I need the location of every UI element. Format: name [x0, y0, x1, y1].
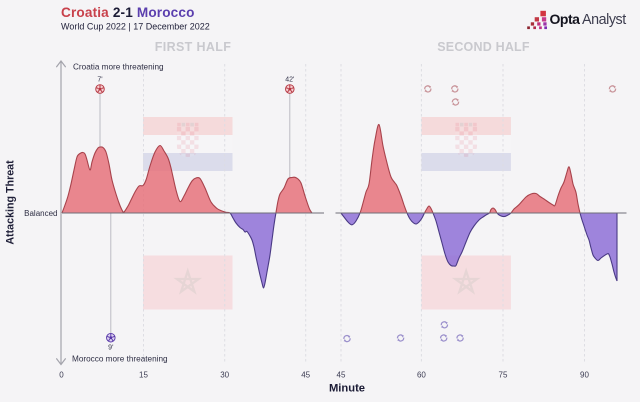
- svg-text:9': 9': [108, 345, 113, 352]
- svg-text:30: 30: [220, 370, 229, 379]
- svg-text:Analyst: Analyst: [582, 12, 626, 28]
- svg-text:Balanced: Balanced: [24, 209, 57, 218]
- svg-text:45: 45: [337, 370, 346, 379]
- svg-text:World Cup 2022 | 17 December 2: World Cup 2022 | 17 December 2022: [61, 21, 210, 31]
- svg-text:Morocco more threatening: Morocco more threatening: [72, 355, 168, 364]
- svg-text:Croatia 2-1 Morocco: Croatia 2-1 Morocco: [61, 5, 195, 20]
- svg-text:7': 7': [97, 77, 102, 84]
- svg-text:42': 42': [285, 77, 294, 84]
- svg-text:SECOND HALF: SECOND HALF: [437, 40, 530, 54]
- svg-text:45: 45: [301, 370, 310, 379]
- svg-text:FIRST HALF: FIRST HALF: [155, 40, 231, 54]
- svg-text:0: 0: [59, 370, 64, 379]
- svg-text:15: 15: [139, 370, 148, 379]
- svg-text:Attacking Threat: Attacking Threat: [5, 160, 17, 245]
- svg-text:90: 90: [580, 370, 589, 379]
- svg-text:Croatia more threatening: Croatia more threatening: [73, 63, 164, 72]
- svg-text:Minute: Minute: [329, 383, 365, 395]
- svg-text:60: 60: [417, 370, 426, 379]
- svg-text:75: 75: [499, 370, 508, 379]
- svg-text:Opta: Opta: [550, 11, 581, 27]
